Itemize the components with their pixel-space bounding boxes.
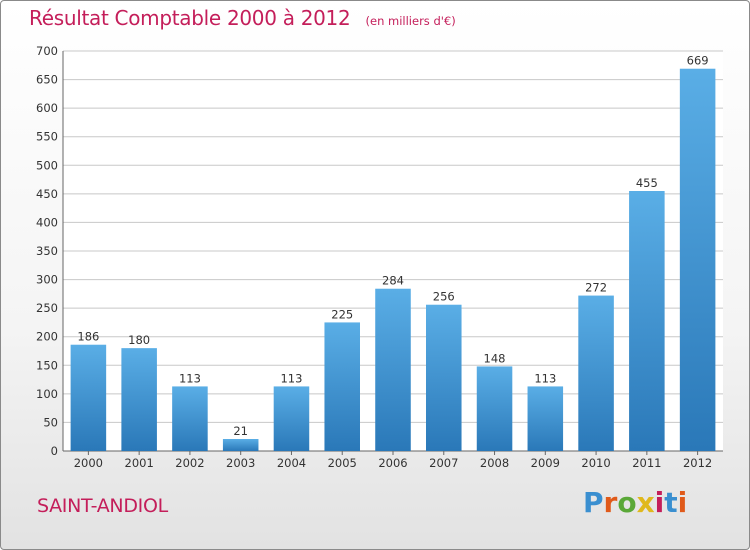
bar [222, 439, 259, 451]
x-tick-label: 2011 [632, 456, 661, 470]
bar [121, 348, 157, 451]
title-row: Résultat Comptable 2000 à 2012 (en milli… [29, 6, 456, 30]
logo-letter: o [617, 486, 637, 519]
bar-value-label: 113 [534, 371, 556, 385]
x-tick-label: 2005 [328, 456, 357, 470]
bar [679, 68, 716, 451]
x-tick-label: 2002 [175, 456, 204, 470]
x-tick-label: 2003 [226, 456, 255, 470]
y-tick-label: 200 [36, 330, 58, 344]
y-tick-label: 300 [36, 273, 58, 287]
proxiti-logo[interactable]: Proxiti [583, 486, 687, 519]
bar [629, 191, 665, 451]
bar [324, 322, 360, 451]
y-tick-label: 150 [36, 358, 58, 372]
bar [172, 386, 208, 451]
bar-value-label: 225 [331, 307, 353, 321]
chart-subtitle: (en milliers d'€) [365, 14, 456, 28]
bar [375, 288, 411, 451]
y-tick-label: 650 [36, 73, 58, 87]
bar-value-label: 669 [687, 54, 709, 68]
logo-letter: i [654, 486, 665, 519]
y-tick-label: 500 [36, 158, 58, 172]
y-tick-label: 0 [51, 444, 58, 458]
bar [426, 304, 462, 451]
y-tick-label: 100 [36, 387, 58, 401]
y-tick-label: 450 [36, 187, 58, 201]
bar [273, 386, 310, 451]
logo-letter: x [636, 486, 655, 519]
x-tick-label: 2000 [74, 456, 103, 470]
bar-value-label: 148 [484, 351, 506, 365]
bar-value-label: 21 [233, 424, 248, 438]
bar-value-label: 113 [280, 371, 302, 385]
y-tick-label: 550 [36, 130, 58, 144]
x-tick-label: 2006 [378, 456, 407, 470]
x-tick-label: 2001 [125, 456, 154, 470]
bar [476, 366, 513, 451]
bar [578, 295, 614, 451]
logo-letter: i [677, 486, 688, 519]
commune-name: SAINT-ANDIOL [37, 495, 168, 517]
bar-value-label: 284 [382, 274, 404, 288]
y-tick-label: 600 [36, 101, 58, 115]
bar-value-label: 186 [77, 330, 99, 344]
bar-value-label: 272 [585, 281, 607, 295]
bar [70, 344, 107, 451]
chart-title: Résultat Comptable 2000 à 2012 [29, 6, 351, 30]
y-tick-label: 400 [36, 215, 58, 229]
bar-value-label: 113 [179, 371, 201, 385]
x-tick-label: 2012 [683, 456, 712, 470]
logo-letter: r [603, 486, 618, 519]
x-tick-label: 2007 [429, 456, 458, 470]
x-tick-label: 2009 [531, 456, 560, 470]
y-tick-label: 50 [43, 415, 58, 429]
logo-letter: t [664, 486, 678, 519]
bar-value-label: 180 [128, 333, 150, 347]
y-tick-label: 700 [36, 44, 58, 58]
x-tick-label: 2010 [581, 456, 610, 470]
y-tick-label: 350 [36, 244, 58, 258]
x-tick-label: 2008 [480, 456, 509, 470]
bar [527, 386, 564, 451]
y-tick-label: 250 [36, 301, 58, 315]
bar-value-label: 256 [433, 290, 455, 304]
x-tick-label: 2004 [277, 456, 306, 470]
bar-value-label: 455 [636, 176, 658, 190]
logo-letter: P [583, 486, 604, 519]
